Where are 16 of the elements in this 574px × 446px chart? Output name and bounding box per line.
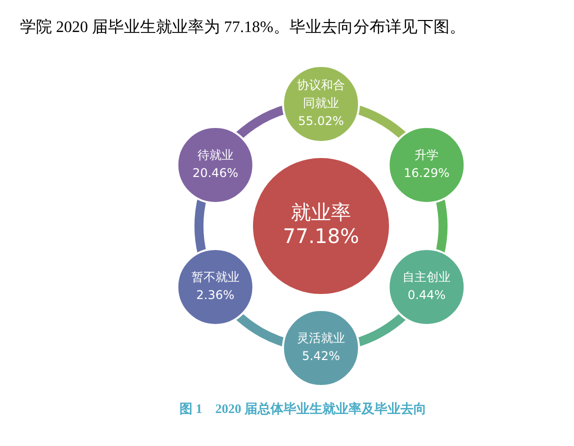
category-label: 自主创业 (402, 270, 451, 284)
data-label: 5.42% (302, 349, 340, 364)
text: 学院 2020 届毕业生就业率为 77.18%。毕业去向分布详见下图。 (20, 18, 466, 38)
data-label: 2.36% (196, 288, 234, 302)
data-label: 20.46% (192, 166, 238, 180)
data-label: 0.44% (408, 288, 446, 302)
category-label: 升学 (414, 148, 439, 162)
category-label: 待就业 (197, 148, 234, 162)
category-label: 灵活就业 (297, 331, 345, 346)
category-label: 就业率 (291, 200, 351, 224)
category-label: 暂不就业 (191, 270, 240, 284)
data-label: 55.02% (298, 114, 344, 128)
category-label: 协议和合同就业 (297, 78, 345, 110)
data-label: 16.29% (404, 166, 450, 180)
data-label: 77.18% (282, 224, 360, 248)
text: 图 1 2020 届总体毕业生就业率及毕业去向 (178, 400, 428, 418)
